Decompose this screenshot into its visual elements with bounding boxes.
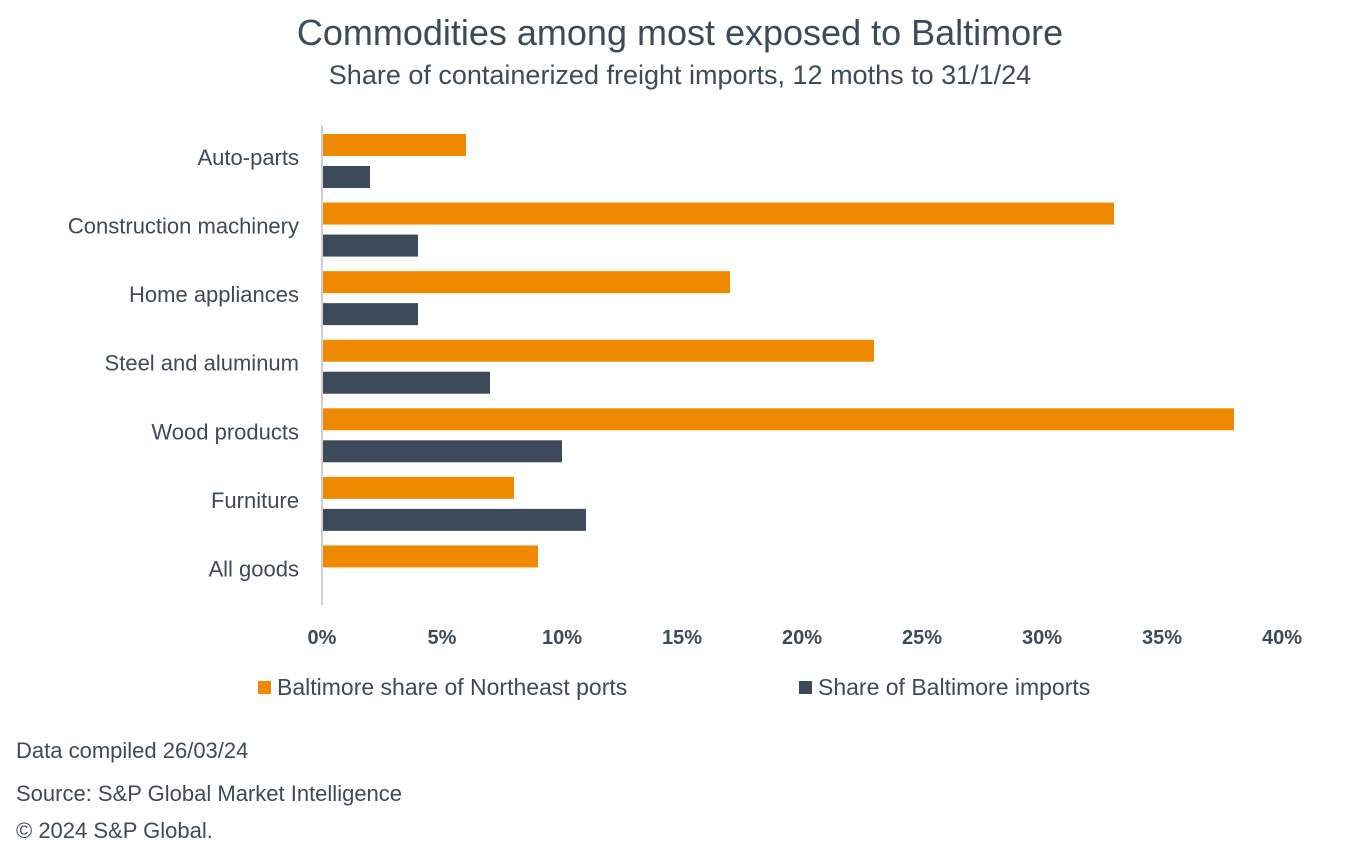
category-label: Steel and aluminum	[105, 351, 299, 376]
legend-item-northeast: Baltimore share of Northeast ports	[258, 674, 627, 701]
copyright-note: © 2024 S&P Global.	[16, 818, 213, 843]
legend-item-baltimore: Share of Baltimore imports	[799, 674, 1090, 701]
category-label: All goods	[208, 556, 299, 581]
bar-baltimore-2	[322, 303, 418, 326]
legend-swatch-orange	[258, 681, 271, 694]
bar-baltimore-5	[322, 508, 586, 531]
x-tick-label: 25%	[902, 627, 942, 649]
x-tick-label: 20%	[782, 627, 822, 649]
x-tick-label: 30%	[1022, 627, 1062, 649]
x-tick-label: 35%	[1142, 627, 1182, 649]
category-label: Home appliances	[129, 282, 299, 307]
bar-baltimore-4	[322, 440, 562, 463]
bar-northeast-3	[322, 339, 874, 362]
bar-northeast-6	[322, 545, 538, 568]
category-label: Wood products	[151, 419, 299, 444]
category-label: Furniture	[211, 488, 299, 513]
x-tick-label: 15%	[662, 627, 702, 649]
source-note: Source: S&P Global Market Intelligence	[16, 781, 403, 806]
category-label: Construction machinery	[68, 214, 299, 239]
bar-northeast-1	[322, 202, 1114, 225]
data-compiled-note: Data compiled 26/03/24	[16, 738, 249, 763]
bar-northeast-5	[322, 476, 514, 499]
x-tick-label: 40%	[1262, 627, 1302, 649]
chart-subtitle: Share of containerized freight imports, …	[328, 60, 1032, 90]
chart-title: Commodities among most exposed to Baltim…	[296, 12, 1064, 53]
legend-label-baltimore: Share of Baltimore imports	[818, 674, 1091, 700]
bar-baltimore-1	[322, 234, 418, 257]
x-tick-label: 0%	[308, 627, 337, 649]
x-tick-label: 10%	[542, 627, 582, 649]
legend-swatch-navy	[799, 681, 812, 694]
legend-label-northeast: Baltimore share of Northeast ports	[277, 674, 628, 700]
category-label: Auto-parts	[198, 145, 300, 170]
bar-northeast-0	[322, 134, 466, 156]
bar-northeast-2	[322, 271, 730, 294]
x-tick-label: 5%	[428, 627, 457, 649]
bar-baltimore-3	[322, 371, 490, 394]
bar-northeast-4	[322, 408, 1234, 431]
bar-baltimore-0	[322, 166, 370, 188]
